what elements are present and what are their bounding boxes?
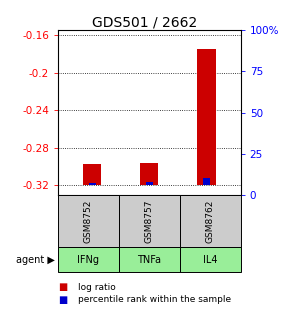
Text: ■: ■ xyxy=(58,295,67,305)
Text: GSM8752: GSM8752 xyxy=(84,199,93,243)
Text: TNFa: TNFa xyxy=(137,255,161,264)
Text: ■: ■ xyxy=(58,282,67,292)
Text: GDS501 / 2662: GDS501 / 2662 xyxy=(93,15,197,29)
Bar xyxy=(83,164,101,185)
Bar xyxy=(140,163,158,185)
Text: log ratio: log ratio xyxy=(78,283,116,292)
Bar xyxy=(203,178,210,185)
Text: GSM8762: GSM8762 xyxy=(206,199,215,243)
Bar xyxy=(197,49,215,185)
Bar xyxy=(146,182,153,185)
Text: IFNg: IFNg xyxy=(77,255,99,264)
Text: percentile rank within the sample: percentile rank within the sample xyxy=(78,295,231,304)
Bar xyxy=(88,183,96,185)
Text: agent ▶: agent ▶ xyxy=(16,255,55,264)
Text: GSM8757: GSM8757 xyxy=(145,199,154,243)
Text: IL4: IL4 xyxy=(203,255,218,264)
